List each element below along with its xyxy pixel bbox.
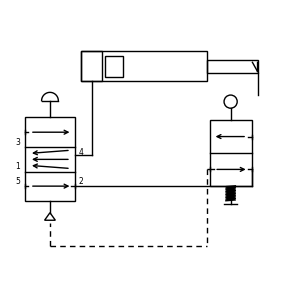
Bar	[210, 120, 251, 186]
Bar	[25, 117, 75, 201]
Bar	[207, 60, 257, 73]
Bar	[81, 52, 102, 81]
Text: 3: 3	[16, 138, 20, 147]
Bar	[105, 56, 123, 77]
Text: 2: 2	[78, 177, 83, 186]
Text: 1: 1	[16, 162, 20, 171]
Text: 4: 4	[78, 148, 83, 158]
Text: 5: 5	[16, 177, 20, 186]
Bar	[81, 52, 207, 81]
